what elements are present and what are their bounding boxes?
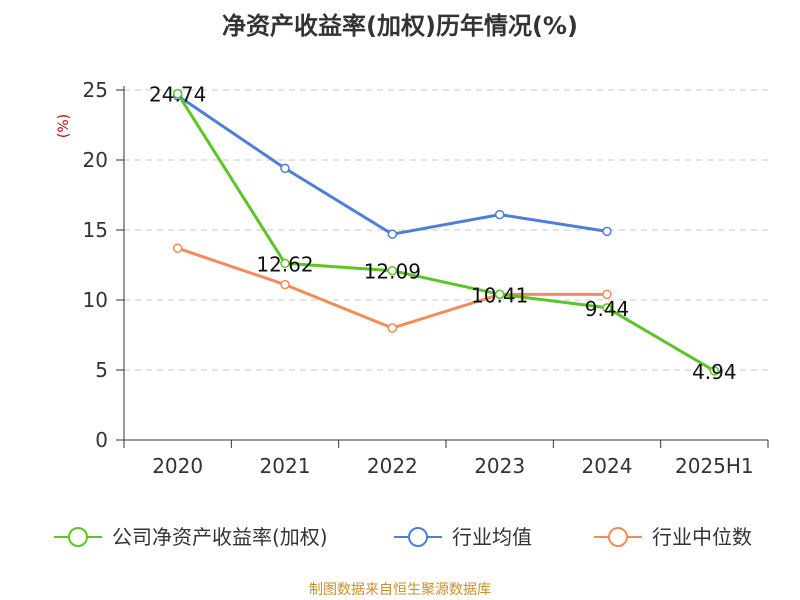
series-lines	[176, 92, 716, 373]
data-labels: 24.74 12.62 12.09 10.41 9.44 4.94	[149, 83, 737, 384]
x-tick-label: 2023	[474, 454, 525, 478]
data-point	[709, 366, 720, 376]
data-label: 10.41	[471, 283, 528, 307]
axes: 0 5 10 15 20 25 2020 2021 2022 2023 2024 2025H1	[83, 78, 769, 478]
legend-label: 行业均值	[452, 525, 532, 549]
y-axis-unit: (%)	[56, 114, 72, 138]
legend: 公司净资产收益率(加权) 行业均值 行业中位数	[54, 525, 752, 549]
data-point	[387, 323, 398, 333]
data-label: 9.44	[585, 297, 630, 321]
y-tick-label: 5	[95, 358, 108, 382]
data-point	[494, 289, 505, 300]
data-point	[602, 289, 612, 300]
data-label: 4.94	[692, 360, 737, 384]
data-point	[387, 229, 398, 239]
data-point	[280, 163, 290, 174]
y-tick-label: 0	[95, 428, 108, 452]
data-point	[280, 279, 290, 290]
data-point	[602, 226, 612, 237]
series-line	[176, 92, 716, 373]
x-tick-label: 2020	[152, 454, 203, 478]
grid-lines	[124, 89, 768, 371]
legend-marker	[408, 527, 428, 547]
data-label: 24.74	[149, 83, 206, 107]
y-tick-label: 20	[83, 148, 108, 172]
x-tick-label: 2021	[260, 454, 311, 478]
data-label: 12.62	[256, 252, 313, 276]
legend-label: 行业中位数	[652, 525, 752, 549]
data-point	[602, 303, 612, 313]
data-point	[494, 209, 505, 220]
series-line	[176, 94, 608, 236]
data-point	[172, 243, 183, 253]
series-points	[172, 88, 720, 376]
data-point	[280, 258, 290, 269]
x-tick-label: 2025H1	[675, 454, 754, 478]
legend-marker	[608, 527, 628, 547]
legend-marker	[68, 527, 88, 547]
chart-title: 净资产收益率(加权)历年情况(%)	[222, 12, 578, 40]
data-point	[387, 265, 398, 276]
y-tick-label: 10	[83, 288, 108, 312]
source-note: 制图数据来自恒生聚源数据库	[309, 582, 491, 598]
data-label: 12.09	[364, 260, 421, 284]
x-tick-label: 2024	[582, 454, 633, 478]
y-tick-label: 25	[83, 78, 108, 102]
legend-label: 公司净资产收益率(加权)	[112, 525, 328, 549]
x-tick-label: 2022	[367, 454, 418, 478]
data-point	[172, 88, 183, 99]
y-tick-label: 15	[83, 218, 108, 242]
